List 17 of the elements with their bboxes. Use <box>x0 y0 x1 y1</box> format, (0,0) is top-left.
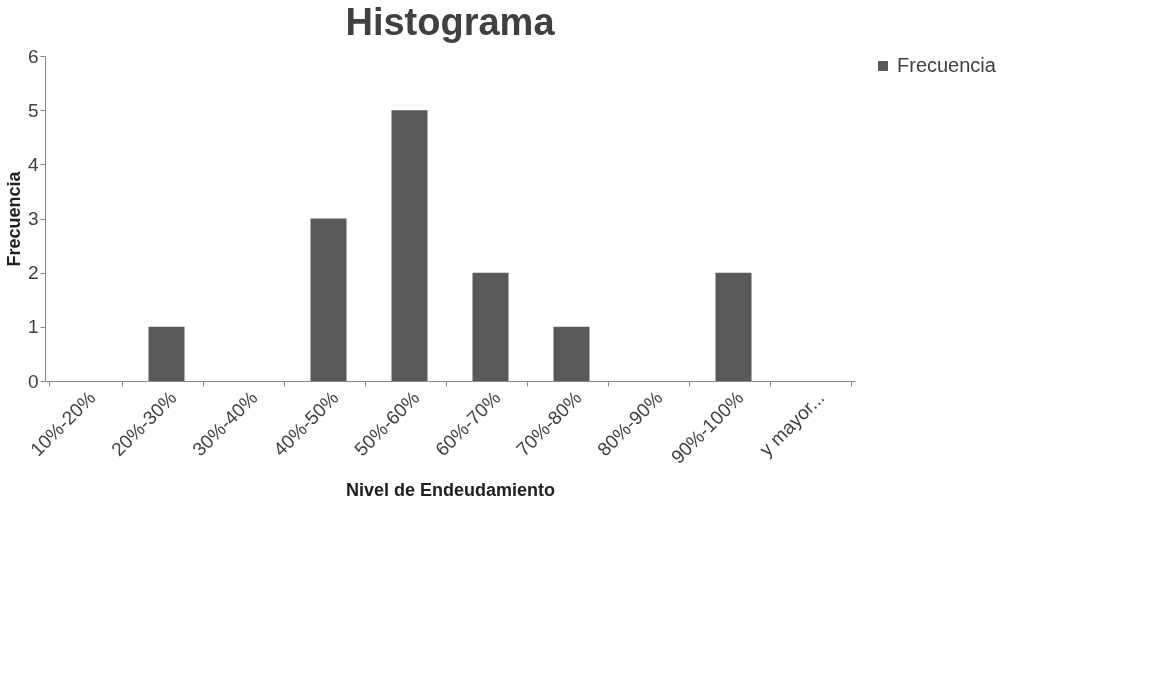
y-tick-label: 2 <box>27 262 39 284</box>
legend-label: Frecuencia <box>897 54 997 76</box>
bar <box>553 326 590 381</box>
bar <box>148 326 185 381</box>
bar <box>310 218 347 381</box>
y-tick-label: 4 <box>27 153 39 175</box>
y-axis-title: Frecuencia <box>3 170 24 267</box>
y-tick-label: 5 <box>27 99 39 121</box>
x-axis-title: Nivel de Endeudamiento <box>345 479 556 500</box>
y-tick-label: 0 <box>27 370 39 392</box>
bar <box>472 272 509 381</box>
chart-title: Histograma <box>345 1 556 43</box>
bar <box>391 110 428 381</box>
bar <box>715 272 752 381</box>
y-tick-label: 1 <box>27 316 39 338</box>
y-tick-label: 3 <box>27 208 39 229</box>
y-tick-label: 6 <box>27 45 39 67</box>
